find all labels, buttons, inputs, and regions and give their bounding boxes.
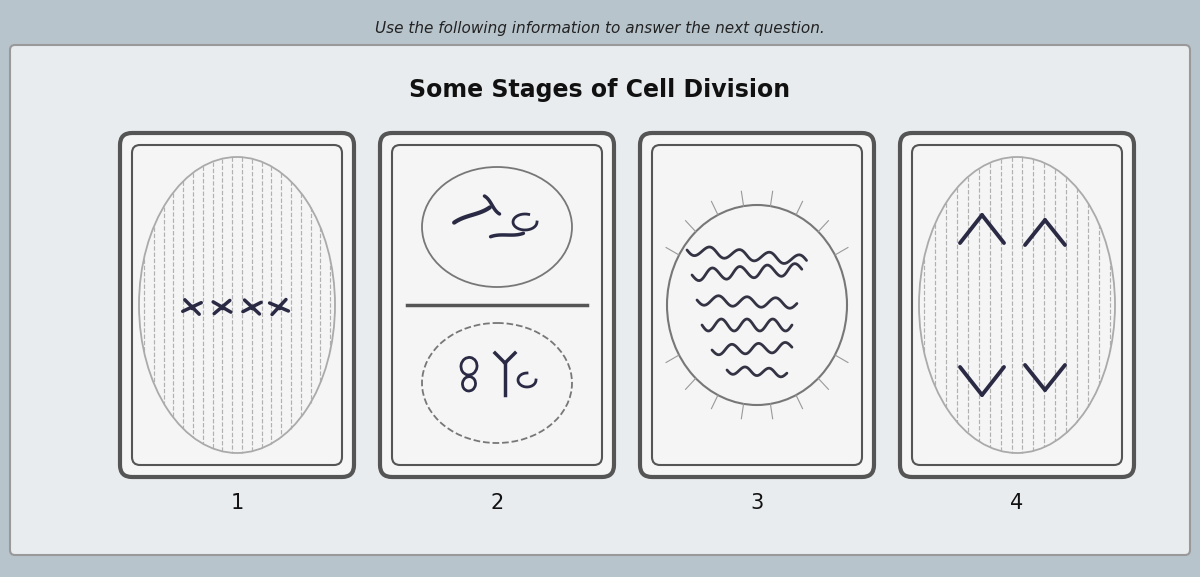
- FancyBboxPatch shape: [380, 133, 614, 477]
- Text: 4: 4: [1010, 493, 1024, 513]
- FancyBboxPatch shape: [640, 133, 874, 477]
- FancyBboxPatch shape: [120, 133, 354, 477]
- FancyBboxPatch shape: [900, 133, 1134, 477]
- FancyBboxPatch shape: [10, 45, 1190, 555]
- Text: Some Stages of Cell Division: Some Stages of Cell Division: [409, 78, 791, 102]
- Text: 3: 3: [750, 493, 763, 513]
- Text: Use the following information to answer the next question.: Use the following information to answer …: [376, 21, 824, 36]
- Text: 1: 1: [230, 493, 244, 513]
- Text: 2: 2: [491, 493, 504, 513]
